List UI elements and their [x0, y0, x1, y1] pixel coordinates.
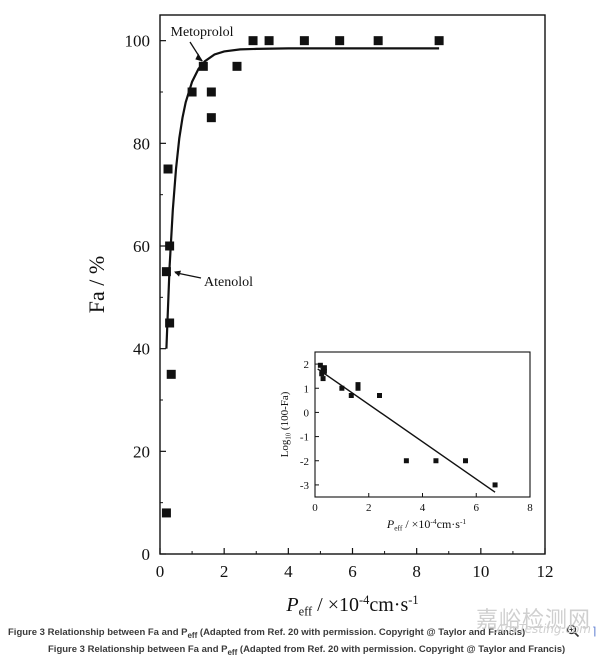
y-tick-label: 0: [142, 545, 151, 564]
inset-y-tick-label: 0: [304, 407, 310, 419]
inset-fit-line: [317, 368, 496, 493]
y-axis-label: Fa / %: [84, 256, 109, 313]
inset-y-axis-label-group: Log10 (100-Fa): [279, 391, 292, 457]
inset-data-point: [355, 385, 361, 391]
inset-x-tick-label: 0: [312, 502, 318, 514]
inset-y-axis-label: Log10 (100-Fa): [279, 391, 292, 457]
link-marker: ⌉: [592, 626, 597, 638]
inset-y-tick-label: 2: [304, 359, 310, 371]
inset-data-point: [355, 382, 361, 388]
data-point: [163, 164, 173, 174]
inset-x-axis-label: Peff / ×10-4cm·s-1: [386, 517, 467, 533]
annotation-arrowhead: [195, 53, 203, 62]
x-tick-label: 2: [220, 562, 229, 581]
data-point: [198, 61, 208, 71]
data-point: [206, 87, 216, 97]
inset-data-point: [403, 458, 409, 464]
inset-data-point: [463, 458, 468, 464]
y-tick-label: 40: [133, 340, 150, 359]
inset-background: [269, 346, 540, 540]
inset-x-tick-label: 4: [420, 502, 426, 514]
x-tick-label: 6: [348, 562, 357, 581]
data-point: [373, 36, 383, 46]
inset-data-point: [321, 368, 327, 374]
inset-y-tick-label: -2: [300, 456, 309, 468]
data-point: [248, 36, 258, 46]
data-point: [264, 36, 274, 46]
x-tick-label: 0: [156, 562, 165, 581]
inset-x-tick-label: 6: [474, 502, 480, 514]
y-tick-label: 60: [133, 237, 150, 256]
inset-chart: 0 2 4 6 8 2 1 0 -1 -2 -3 Log10 (100-Fa) Peff / ×10-4…: [269, 346, 540, 540]
figure-caption: Figure 3 Relationship between Fa and Pef…: [8, 627, 526, 640]
data-point: [165, 318, 175, 328]
x-tick-label: 12: [537, 562, 554, 581]
inset-data-point: [317, 362, 323, 368]
figure-caption-repeat: Figure 3 Relationship between Fa and Pef…: [48, 644, 566, 657]
x-tick-label: 10: [472, 562, 489, 581]
y-tick-label: 20: [133, 442, 150, 461]
x-tick-label: 4: [284, 562, 293, 581]
fit-curve: [165, 47, 440, 349]
data-point: [232, 61, 242, 71]
x-tick-label: 8: [412, 562, 421, 581]
annotation-label: Atenolol: [204, 275, 253, 290]
data-point: [161, 508, 171, 518]
inset-data-point: [320, 376, 326, 382]
data-point: [434, 36, 444, 46]
annotation-arrowhead: [174, 270, 182, 277]
x-axis-label: Peff / ×10-4cm·s-1: [285, 593, 418, 618]
inset-data-point: [348, 393, 354, 398]
inset-data-point: [492, 482, 498, 488]
inset-x-tick-label: 2: [366, 502, 372, 514]
y-tick-label: 100: [125, 32, 151, 51]
inset-data-point: [321, 365, 327, 371]
inset-y-tick-label: 1: [304, 383, 310, 395]
inset-data-point: [433, 458, 439, 464]
inset-data-point: [377, 393, 382, 398]
data-point: [165, 241, 175, 251]
annotation-label: Metoprolol: [171, 25, 234, 40]
figure: 0 2 4 6 8 10 12 0 20 40 60 80 100 Fa / % Peff / ×10-4c…: [84, 14, 554, 618]
inset-data-point: [319, 371, 325, 377]
data-point: [166, 369, 176, 379]
inset-y-tick-label: -3: [300, 480, 310, 492]
inset-data-point: [339, 385, 345, 391]
y-tick-label: 80: [133, 134, 150, 153]
data-point: [161, 267, 171, 277]
inset-x-tick-label: 8: [527, 502, 533, 514]
zoom-in-icon[interactable]: [566, 624, 580, 638]
data-point: [187, 87, 197, 97]
data-point: [206, 113, 216, 123]
data-point: [335, 36, 345, 46]
data-point: [299, 36, 309, 46]
inset-y-tick-label: -1: [300, 432, 309, 444]
